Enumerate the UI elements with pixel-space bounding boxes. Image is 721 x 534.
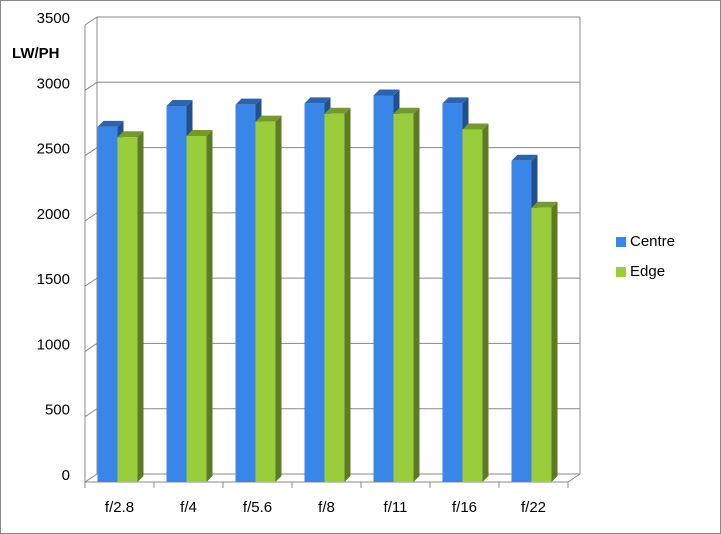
bar-face bbox=[531, 207, 552, 483]
bar-side bbox=[482, 123, 489, 482]
x-tick-label: f/16 bbox=[452, 499, 477, 516]
bar-face bbox=[186, 135, 207, 482]
y-tick-label: 2000 bbox=[37, 206, 70, 223]
bar-face bbox=[462, 129, 483, 482]
bar-face bbox=[235, 104, 256, 483]
bar-face bbox=[324, 113, 345, 482]
y-tick-label: 3500 bbox=[37, 10, 70, 27]
bar-top bbox=[324, 107, 351, 114]
bar-top bbox=[531, 201, 558, 208]
bar-top bbox=[235, 98, 262, 105]
bar-face bbox=[117, 137, 138, 482]
y-tick-label: 500 bbox=[45, 402, 70, 419]
legend-label: Centre bbox=[630, 233, 675, 250]
bar-top bbox=[117, 131, 144, 138]
y-tick-label: 3000 bbox=[37, 75, 70, 92]
bar-top bbox=[442, 97, 469, 104]
bar-face bbox=[511, 160, 532, 482]
bar-side bbox=[551, 201, 558, 483]
bar-top bbox=[462, 123, 489, 130]
bar-side bbox=[137, 131, 144, 482]
bar-top bbox=[97, 120, 124, 127]
y-tick-label: 1000 bbox=[37, 336, 70, 353]
bar bbox=[324, 107, 351, 482]
bar-top bbox=[393, 107, 420, 114]
bar-side bbox=[413, 107, 420, 482]
bar-top bbox=[255, 115, 282, 122]
bar bbox=[117, 131, 144, 482]
x-tick-label: f/4 bbox=[180, 499, 197, 516]
bar-side bbox=[206, 129, 213, 482]
bar-side bbox=[344, 107, 351, 482]
bar-face bbox=[97, 126, 118, 483]
bar-face bbox=[304, 103, 325, 482]
bar bbox=[186, 129, 213, 482]
bar-top bbox=[511, 154, 538, 161]
legend-swatch bbox=[616, 237, 626, 247]
bar-top bbox=[304, 97, 331, 104]
y-axis-label: LW/PH bbox=[12, 45, 60, 62]
y-tick-label: 1500 bbox=[37, 271, 70, 288]
bar bbox=[255, 115, 282, 482]
x-tick-label: f/2.8 bbox=[105, 499, 134, 516]
y-tick-label: 0 bbox=[62, 467, 70, 484]
bar-face bbox=[442, 103, 463, 482]
bar bbox=[393, 107, 420, 482]
x-tick-label: f/11 bbox=[384, 499, 408, 516]
y-tick-label: 2500 bbox=[37, 141, 70, 158]
grid-line bbox=[84, 81, 580, 91]
bar-face bbox=[255, 121, 276, 482]
bar-top bbox=[186, 129, 213, 136]
bar-top bbox=[166, 99, 193, 106]
bar-face bbox=[373, 95, 394, 482]
bar-top bbox=[373, 89, 400, 96]
bar-side bbox=[275, 115, 282, 482]
x-tick-label: f/5.6 bbox=[243, 499, 272, 516]
x-tick-label: f/8 bbox=[318, 499, 335, 516]
bar-face bbox=[166, 105, 187, 482]
bar-face bbox=[393, 113, 414, 482]
legend-label: Edge bbox=[630, 263, 665, 280]
legend-swatch bbox=[616, 267, 626, 277]
x-tick-label: f/22 bbox=[521, 499, 546, 516]
bar bbox=[462, 123, 489, 482]
bar bbox=[531, 201, 558, 483]
grid-line bbox=[84, 16, 580, 26]
